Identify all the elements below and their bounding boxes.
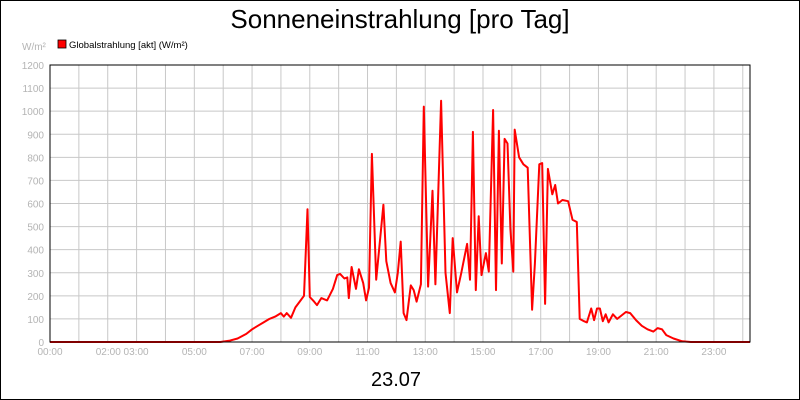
legend: Globalstrahlung [akt] (W/m²) [57,39,188,51]
legend-label: Globalstrahlung [akt] (W/m²) [69,40,188,51]
x-tick-label: 00:00 [37,347,62,358]
y-tick-label: 0 [38,338,44,349]
x-tick-label: 17:00 [528,347,553,358]
grid [50,65,750,342]
y-tick-label: 1100 [22,84,44,95]
plot-border [49,64,751,343]
legend-swatch [57,39,67,49]
y-tick-label: 600 [27,200,44,211]
x-tick-label: 15:00 [470,347,495,358]
y-tick-label: 1200 [22,61,45,72]
chart-title: Sonneneinstrahlung [pro Tag] [230,4,569,34]
x-tick-label: 05:00 [182,347,207,358]
y-tick-label: 200 [27,292,44,303]
x-axis-ticks: 00:00 02:00 03:00 05:00 07:00 09:00 11:00 13:0… [37,347,726,358]
y-tick-label: 900 [27,130,44,141]
series-line-globalstrahlung [50,99,750,343]
y-tick-label: 800 [27,153,44,164]
y-tick-label: 700 [27,176,44,187]
x-tick-label: 13:00 [413,347,438,358]
y-axis-ticks: 0 100 200 300 400 500 600 700 800 900 1000 1100 1200 [22,61,45,349]
x-tick-label: 02:00 03:00 [96,347,149,358]
x-tick-label: 07:00 [240,347,265,358]
y-tick-label: 1000 [22,107,45,118]
x-tick-label: 23:00 [701,347,726,358]
y-tick-label: 100 [27,315,44,326]
x-tick-label: 09:00 [297,347,322,358]
x-tick-label: 11:00 [355,347,380,358]
date-label: 23.07 [371,369,421,391]
y-tick-label: 500 [27,223,44,234]
y-tick-label: 300 [27,269,44,280]
y-axis-unit-label: W/m² [22,42,47,53]
y-tick-label: 400 [27,246,44,257]
x-tick-label: 21:00 [644,347,669,358]
x-tick-label: 19:00 [586,347,611,358]
